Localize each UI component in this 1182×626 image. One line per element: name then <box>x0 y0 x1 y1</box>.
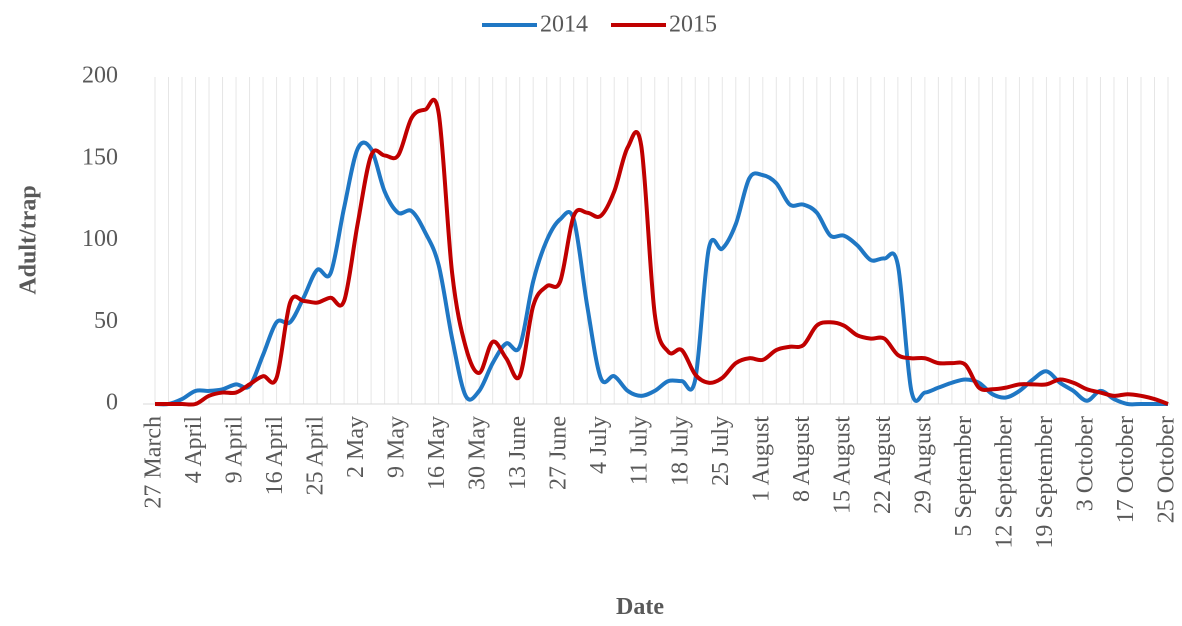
x-tick-label: 22 August <box>870 416 896 514</box>
x-tick-label: 27 March <box>141 416 167 509</box>
x-tick-label: 13 June <box>505 416 531 490</box>
x-tick-label: 5 September <box>951 416 977 537</box>
x-tick-label: 11 July <box>627 416 653 485</box>
x-tick-label: 25 October <box>1154 416 1180 523</box>
x-tick-label: 16 April <box>262 416 288 496</box>
x-tick-label: 16 May <box>424 416 450 490</box>
x-tick-label: 1 August <box>748 416 774 502</box>
y-tick-label: 100 <box>82 226 118 252</box>
y-tick-label: 50 <box>94 308 118 334</box>
y-axis-title: Adult/trap <box>16 185 42 294</box>
x-tick-label: 30 May <box>465 416 491 490</box>
legend-label: 2014 <box>540 12 588 38</box>
x-tick-label: 2 May <box>343 416 369 478</box>
x-tick-label: 9 May <box>384 416 410 478</box>
x-tick-label: 17 October <box>1113 416 1139 523</box>
x-tick-label: 19 September <box>1032 416 1058 549</box>
x-tick-label: 27 June <box>546 416 572 490</box>
x-tick-label: 29 August <box>910 416 936 514</box>
x-tick-label: 25 July <box>708 416 734 486</box>
data-line <box>154 97 1169 407</box>
x-tick-label: 15 August <box>829 416 855 514</box>
x-tick-label: 4 April <box>181 416 207 484</box>
y-tick-label: 0 <box>106 390 118 416</box>
legend-label: 2015 <box>669 12 717 38</box>
y-tick-label: 200 <box>82 63 118 89</box>
data-line <box>154 140 1168 407</box>
x-tick-label: 3 October <box>1072 416 1098 511</box>
x-tick-label: 25 April <box>303 416 329 496</box>
x-tick-label: 18 July <box>667 416 693 486</box>
x-tick-label: 9 April <box>222 416 248 484</box>
x-axis-title: Date <box>616 594 664 620</box>
x-tick-label: 12 September <box>991 416 1017 549</box>
y-tick-label: 150 <box>82 144 118 170</box>
x-tick-label: 8 August <box>789 416 815 502</box>
x-tick-label: 4 July <box>586 416 612 474</box>
